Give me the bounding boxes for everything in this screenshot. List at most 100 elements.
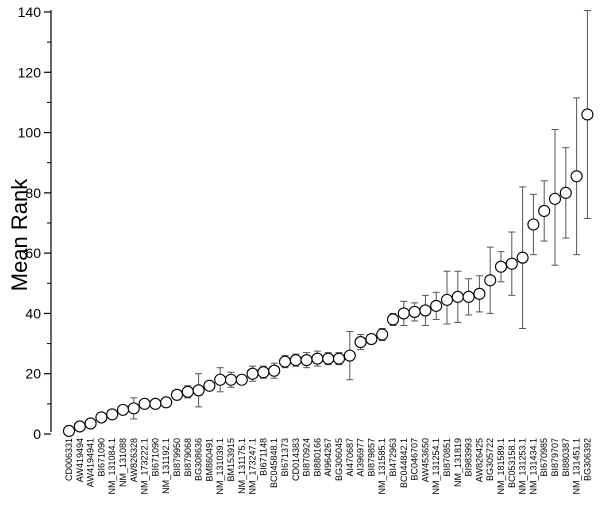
y-axis-label: Mean Rank bbox=[7, 178, 32, 292]
data-point bbox=[397, 307, 410, 320]
data-point bbox=[278, 355, 292, 368]
data-point bbox=[160, 396, 173, 409]
data-point bbox=[73, 420, 86, 433]
x-tick-label: NM_131585.1 bbox=[377, 438, 387, 495]
x-tick-label: BI671090 bbox=[96, 438, 106, 477]
x-tick-label: BG306045 bbox=[334, 438, 344, 481]
data-point bbox=[181, 385, 194, 398]
x-tick-label: NM_131192.1 bbox=[161, 438, 171, 494]
data-point bbox=[289, 354, 302, 367]
x-tick-label: BG308636 bbox=[194, 438, 204, 481]
data-point bbox=[246, 367, 259, 380]
x-tick-label: BC044842.1 bbox=[399, 438, 409, 488]
x-tick-label: NM_173247.1 bbox=[248, 438, 258, 495]
x-tick-label: BI671373 bbox=[280, 438, 290, 477]
x-tick-label: BI983993 bbox=[464, 438, 474, 477]
data-point bbox=[559, 186, 572, 199]
data-point bbox=[570, 170, 583, 183]
x-tick-label: BI870851 bbox=[442, 438, 452, 477]
x-tick-label: BI671090 bbox=[150, 438, 160, 477]
data-point bbox=[505, 257, 518, 270]
x-tick-label: AW453650 bbox=[420, 438, 430, 482]
data-point bbox=[484, 274, 497, 287]
data-point bbox=[257, 366, 270, 379]
data-point bbox=[430, 299, 443, 312]
data-points bbox=[62, 108, 594, 438]
data-point bbox=[300, 354, 313, 367]
x-tick-label: BI870924 bbox=[302, 438, 312, 477]
x-tick-label: BG305722 bbox=[485, 438, 495, 481]
data-point bbox=[354, 336, 367, 349]
x-tick-label: NM_131253.1 bbox=[518, 438, 528, 495]
x-tick-label: CD014383 bbox=[291, 438, 301, 481]
data-point bbox=[192, 384, 205, 397]
x-tick-label: BI671148 bbox=[258, 438, 268, 476]
x-tick-label: NM_131084.1 bbox=[107, 438, 117, 495]
data-point bbox=[138, 397, 151, 410]
data-point bbox=[376, 328, 389, 341]
y-tick-label: 80 bbox=[25, 185, 41, 201]
x-tick-label: BI880387 bbox=[561, 438, 571, 477]
data-point bbox=[451, 290, 464, 303]
x-tick-label: AW419494 bbox=[75, 438, 85, 482]
data-point bbox=[311, 352, 324, 365]
data-point bbox=[95, 411, 108, 424]
data-point bbox=[268, 364, 281, 377]
x-tick-label: BM153915 bbox=[226, 438, 236, 482]
x-tick-label: BI879950 bbox=[172, 438, 182, 477]
y-tick-label: 40 bbox=[25, 305, 41, 321]
y-tick-label: 100 bbox=[18, 125, 42, 141]
data-point bbox=[527, 218, 540, 231]
y-axis: 0 20 40 60 80 100 120 140 bbox=[18, 4, 52, 442]
data-point bbox=[62, 424, 76, 438]
x-tick-label: BI879068 bbox=[183, 438, 193, 477]
data-point bbox=[322, 352, 335, 365]
y-tick-label: 140 bbox=[18, 4, 42, 20]
data-point bbox=[170, 388, 184, 401]
x-tick-label: BI670985 bbox=[539, 438, 549, 477]
x-tick-label: BG306392 bbox=[582, 438, 592, 481]
x-tick-label: AW4194941 bbox=[86, 438, 96, 487]
x-tick-label: NM_181589.1 bbox=[496, 438, 506, 495]
data-point bbox=[224, 373, 238, 386]
data-point bbox=[235, 373, 248, 386]
data-point bbox=[538, 204, 551, 217]
x-tick-label: NM_131434.1 bbox=[528, 438, 538, 495]
data-point bbox=[494, 260, 508, 273]
data-point bbox=[581, 108, 594, 121]
x-tick-label: AW826328 bbox=[129, 438, 139, 482]
data-point bbox=[127, 402, 140, 415]
x-tick-label: NM_131254.1 bbox=[431, 438, 441, 495]
data-point bbox=[343, 349, 356, 362]
data-point bbox=[214, 373, 227, 386]
y-tick-label: 120 bbox=[18, 64, 42, 80]
data-point bbox=[149, 397, 162, 410]
x-tick-label: BC045848.1 bbox=[269, 438, 279, 488]
x-tick-label: BI879707 bbox=[550, 438, 560, 477]
data-point bbox=[332, 352, 346, 365]
data-point bbox=[386, 313, 400, 326]
x-tick-label: NM_131175.1 bbox=[237, 438, 247, 494]
x-tick-label: NM_173222.1 bbox=[140, 438, 150, 495]
x-tick-label: NM_131819 bbox=[453, 438, 463, 487]
y-tick-label: 60 bbox=[25, 245, 41, 261]
x-tick-label: BC046707 bbox=[410, 438, 420, 481]
data-point bbox=[84, 417, 97, 430]
data-point bbox=[548, 192, 562, 205]
data-point bbox=[419, 304, 432, 317]
data-point bbox=[516, 251, 529, 264]
x-tick-label: BI880166 bbox=[312, 438, 322, 477]
data-point bbox=[365, 332, 378, 346]
data-point bbox=[116, 403, 130, 416]
data-point bbox=[106, 408, 119, 421]
data-point bbox=[408, 305, 421, 318]
y-tick-label: 0 bbox=[33, 426, 41, 442]
x-tick-label: CD006331 bbox=[64, 438, 74, 481]
x-tick-label: AI964267 bbox=[323, 438, 333, 477]
x-tick-label: BI472963 bbox=[388, 438, 398, 477]
x-tick-label: NM_131039.1 bbox=[215, 438, 225, 495]
data-point bbox=[462, 290, 475, 303]
x-tick-label: BC053158.1 bbox=[507, 438, 517, 488]
x-tick-label: AW826425 bbox=[474, 438, 484, 482]
